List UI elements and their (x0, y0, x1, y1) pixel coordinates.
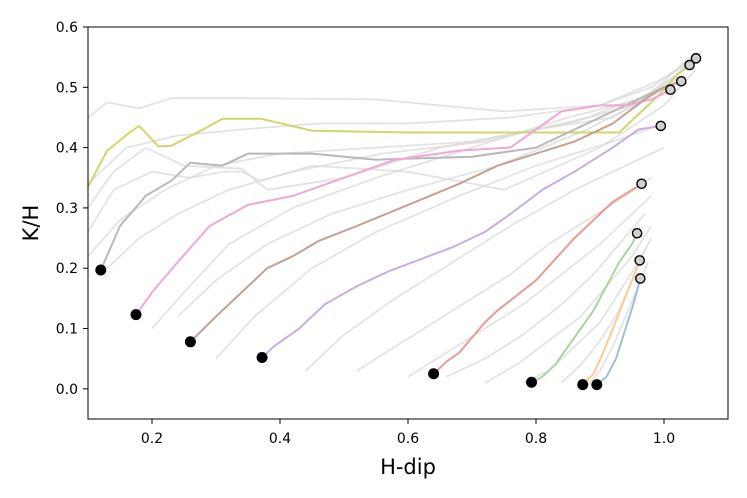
end-point-9 (635, 273, 646, 284)
y-axis-ticks: 0.0 0.1 0.2 0.3 0.4 0.5 0.6 (56, 20, 88, 398)
series-line-purple (261, 125, 658, 359)
series-line-orange (581, 260, 641, 386)
end-point-2 (684, 59, 695, 71)
start-points-group (95, 264, 603, 391)
y-tick-label: 0.3 (56, 201, 78, 217)
y-tick-label: 0.5 (56, 80, 78, 96)
end-point-5 (655, 120, 667, 132)
x-axis-label: H-dip (380, 455, 436, 479)
end-point-4 (665, 84, 676, 96)
x-tick-label: 0.8 (525, 431, 547, 447)
plot-frame (87, 26, 729, 420)
start-point-1 (95, 264, 107, 276)
x-tick-label: 1.0 (653, 431, 675, 447)
highlighted-series-group (87, 64, 691, 386)
end-points-group (631, 53, 702, 284)
background-series-line-bg-15 (87, 62, 691, 185)
y-axis-label: K/H (19, 205, 43, 242)
y-tick-label: 0.2 (56, 261, 78, 277)
x-tick-label: 0.6 (397, 431, 419, 447)
background-series-line-bg-8 (356, 177, 652, 372)
y-tick-label: 0.6 (56, 20, 78, 36)
background-series-line-bg-6 (215, 122, 665, 360)
start-point-5 (428, 368, 440, 380)
background-series-line-bg-7 (304, 146, 665, 372)
series-line-blue (596, 278, 642, 386)
background-series-line-bg-4 (87, 74, 684, 257)
end-point-1 (690, 53, 702, 64)
series-line-red (432, 182, 643, 375)
start-point-7 (577, 379, 589, 391)
series-line-pink (135, 89, 671, 316)
y-tick-label: 0.1 (56, 322, 78, 338)
end-point-8 (634, 255, 645, 266)
x-tick-label: 0.4 (269, 431, 291, 447)
end-point-6 (636, 178, 647, 190)
start-point-8 (591, 379, 603, 391)
y-tick-label: 0.0 (56, 382, 78, 398)
background-series-line-bg-3 (87, 50, 704, 209)
series-line-olive (87, 64, 691, 188)
end-point-3 (675, 75, 687, 87)
start-point-4 (256, 351, 268, 363)
series-line-brown (189, 80, 681, 343)
x-tick-label: 0.2 (141, 431, 163, 447)
series-line-green (531, 232, 639, 384)
start-point-2 (130, 309, 142, 321)
background-series-line-bg-11 (484, 225, 652, 384)
background-series-line-bg-1 (87, 56, 697, 119)
end-point-7 (631, 227, 643, 239)
start-point-3 (184, 336, 196, 348)
y-tick-label: 0.4 (56, 141, 78, 157)
start-point-6 (526, 376, 538, 388)
background-series-line-bg-10 (446, 213, 646, 378)
background-series-line-bg-9 (407, 195, 652, 378)
background-series-line-bg-17 (176, 68, 684, 318)
background-series-line-bg-2 (87, 68, 697, 233)
x-axis-ticks: 0.2 0.4 0.6 0.8 1.0 (141, 419, 675, 447)
